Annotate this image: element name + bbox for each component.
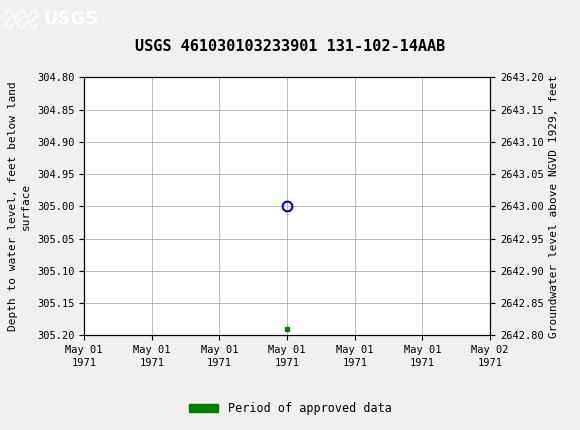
Legend: Period of approved data: Period of approved data xyxy=(184,397,396,420)
Text: USGS: USGS xyxy=(44,9,99,28)
Text: USGS 461030103233901 131-102-14AAB: USGS 461030103233901 131-102-14AAB xyxy=(135,39,445,54)
Y-axis label: Groundwater level above NGVD 1929, feet: Groundwater level above NGVD 1929, feet xyxy=(549,75,559,338)
Y-axis label: Depth to water level, feet below land
surface: Depth to water level, feet below land su… xyxy=(8,82,31,331)
